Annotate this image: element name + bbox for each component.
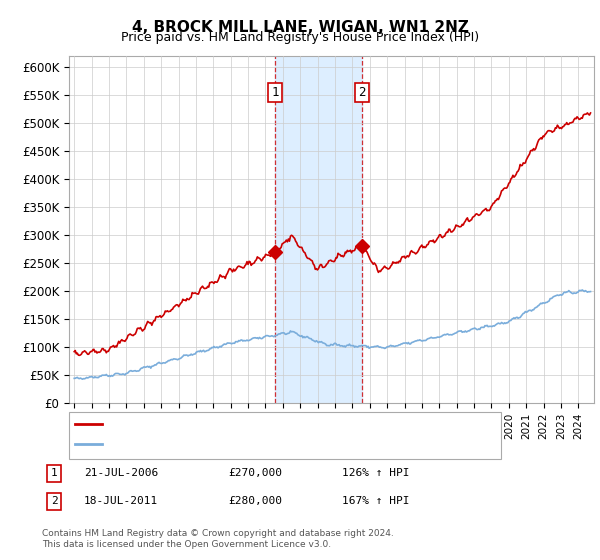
Text: 2: 2 [50,496,58,506]
Text: 1: 1 [271,86,278,99]
Text: Contains HM Land Registry data © Crown copyright and database right 2024.
This d: Contains HM Land Registry data © Crown c… [42,529,394,549]
Text: 4, BROCK MILL LANE, WIGAN, WN1 2NZ (semi-detached house): 4, BROCK MILL LANE, WIGAN, WN1 2NZ (semi… [108,419,458,429]
Text: Price paid vs. HM Land Registry's House Price Index (HPI): Price paid vs. HM Land Registry's House … [121,31,479,44]
Text: 167% ↑ HPI: 167% ↑ HPI [342,496,409,506]
Text: 126% ↑ HPI: 126% ↑ HPI [342,468,409,478]
Bar [275,56,362,403]
Text: 21-JUL-2006: 21-JUL-2006 [84,468,158,478]
Text: 1: 1 [50,468,58,478]
Text: £270,000: £270,000 [228,468,282,478]
Text: £280,000: £280,000 [228,496,282,506]
Text: HPI: Average price, semi-detached house, Wigan: HPI: Average price, semi-detached house,… [108,439,395,449]
Text: 4, BROCK MILL LANE, WIGAN, WN1 2NZ: 4, BROCK MILL LANE, WIGAN, WN1 2NZ [131,20,469,35]
Text: 2: 2 [358,86,365,99]
Text: 18-JUL-2011: 18-JUL-2011 [84,496,158,506]
